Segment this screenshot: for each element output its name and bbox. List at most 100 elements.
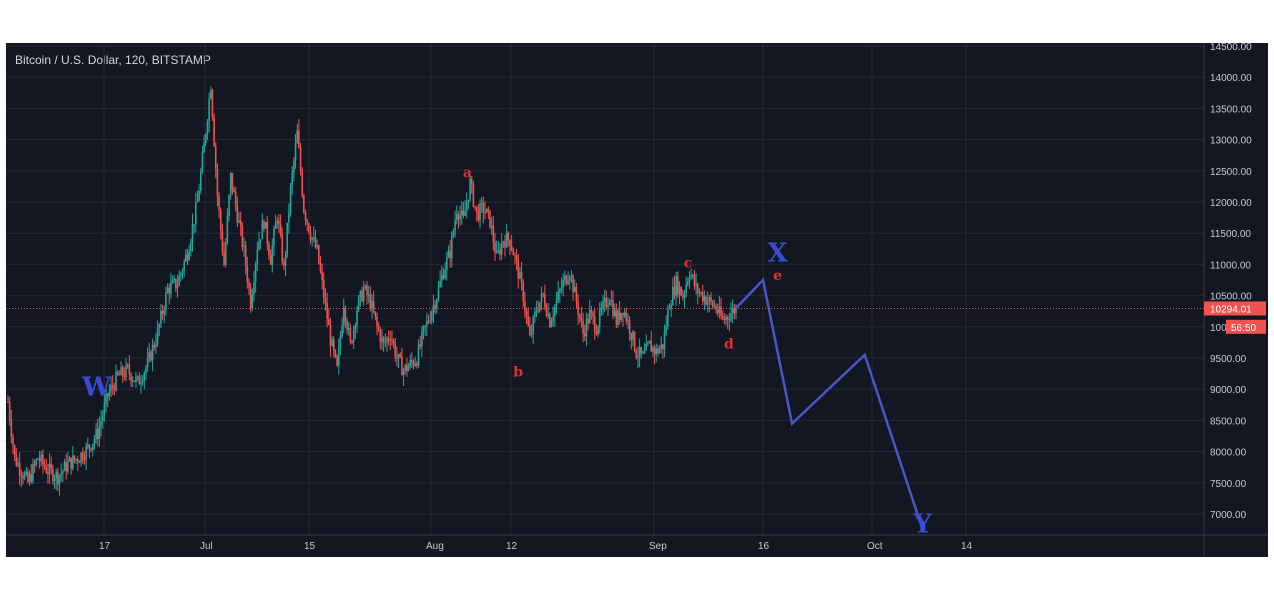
candle-body: [396, 357, 398, 359]
candle-body: [248, 282, 250, 288]
x-tick-label: Oct: [867, 541, 883, 552]
candle-body: [489, 210, 491, 228]
candle-body: [131, 380, 134, 382]
last-price-badge: [1204, 301, 1266, 316]
candle-body: [77, 459, 79, 463]
candle-body: [564, 275, 566, 280]
candle-body: [186, 254, 189, 261]
candle-body: [145, 367, 147, 373]
candle-body: [321, 271, 323, 280]
candle-body: [554, 306, 556, 317]
candle-body: [632, 331, 634, 340]
last-price-label: 10294.01: [1210, 304, 1252, 315]
candle-body: [98, 426, 101, 440]
candle-body: [474, 205, 476, 207]
candle-body: [402, 370, 405, 376]
candle-body: [552, 316, 554, 321]
candle-body: [597, 326, 599, 335]
candle-body: [622, 313, 624, 316]
candle-body: [530, 333, 533, 335]
chart-svg[interactable]: Wa b c d Xe Y 14500.00 14000.00 13500.00 13000.0…: [6, 43, 1268, 557]
candle-body: [91, 443, 94, 451]
candle-body: [645, 344, 648, 351]
candle-body: [703, 296, 706, 302]
candle-body: [143, 372, 146, 382]
candle-body: [427, 320, 430, 322]
candle-body: [535, 310, 538, 312]
candle-body: [55, 471, 58, 480]
candle-body: [261, 220, 264, 240]
candle-body: [454, 220, 456, 231]
candle-body: [284, 254, 287, 266]
candle-body: [171, 280, 174, 284]
candle-body: [115, 371, 117, 391]
candle-body: [382, 337, 385, 343]
candle-body: [351, 341, 353, 343]
candle-body: [175, 278, 177, 289]
candle-body: [583, 333, 586, 337]
candle-body: [678, 286, 681, 295]
candle-body: [607, 305, 609, 307]
candle-body: [610, 300, 613, 302]
candle-body: [96, 428, 99, 440]
y-tick-label: 9000.00: [1210, 385, 1247, 396]
candle-body: [106, 393, 109, 397]
candle-body: [665, 325, 667, 332]
candle-body: [13, 445, 16, 456]
candle-body: [381, 337, 383, 342]
candle-body: [266, 221, 269, 244]
candle-body: [725, 316, 727, 320]
candle-body: [652, 347, 654, 352]
candle-body: [422, 326, 425, 332]
candle-body: [527, 315, 530, 326]
candle-body: [57, 471, 59, 485]
candle-body: [369, 294, 372, 309]
candle-body: [48, 463, 51, 475]
candle-body: [647, 343, 649, 345]
grid-layer: [6, 43, 1204, 535]
candle-body: [318, 245, 320, 264]
candle-body: [163, 310, 166, 314]
candle-body: [713, 306, 716, 308]
candle-body: [465, 202, 468, 212]
candle-body: [524, 301, 526, 311]
candle-body: [635, 350, 638, 358]
candle-body: [432, 304, 435, 313]
candle-body: [313, 237, 315, 239]
candle-body: [731, 308, 734, 314]
candle-body: [52, 468, 54, 482]
candle-body: [605, 297, 608, 307]
candle-body: [251, 294, 254, 309]
candle-body: [146, 357, 149, 368]
candle-body: [73, 455, 76, 461]
candle-body: [337, 347, 340, 366]
candle-body: [598, 309, 601, 327]
candle-body: [18, 463, 21, 475]
candles-layer: [7, 86, 737, 496]
candle-body: [469, 178, 471, 200]
candle-body: [392, 340, 395, 344]
candle-body: [246, 265, 249, 283]
candle-body: [116, 371, 119, 374]
wave-label-x-major: X: [767, 238, 788, 268]
candle-body: [485, 208, 488, 213]
chart-title: Bitcoin / U.S. Dollar, 120, BITSTAMP: [15, 53, 211, 67]
candle-body: [720, 306, 722, 317]
candle-body: [364, 285, 367, 289]
candle-body: [193, 224, 195, 226]
candle-body: [633, 331, 636, 351]
candle-body: [342, 307, 345, 326]
candle-body: [10, 419, 13, 437]
countdown-label: 56:50: [1231, 323, 1256, 334]
candle-body: [480, 203, 483, 205]
x-tick-label: 12: [506, 541, 518, 552]
candle-body: [658, 348, 661, 354]
candle-body: [273, 229, 275, 247]
candle-body: [68, 457, 71, 462]
candle-body: [655, 348, 658, 354]
candle-body: [165, 292, 167, 311]
candle-body: [7, 401, 9, 403]
candle-body: [311, 237, 313, 240]
candle-body: [42, 454, 44, 465]
